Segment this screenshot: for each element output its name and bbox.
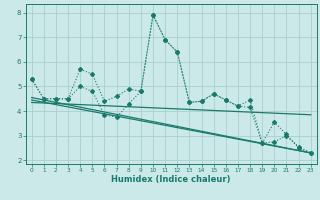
X-axis label: Humidex (Indice chaleur): Humidex (Indice chaleur)	[111, 175, 231, 184]
